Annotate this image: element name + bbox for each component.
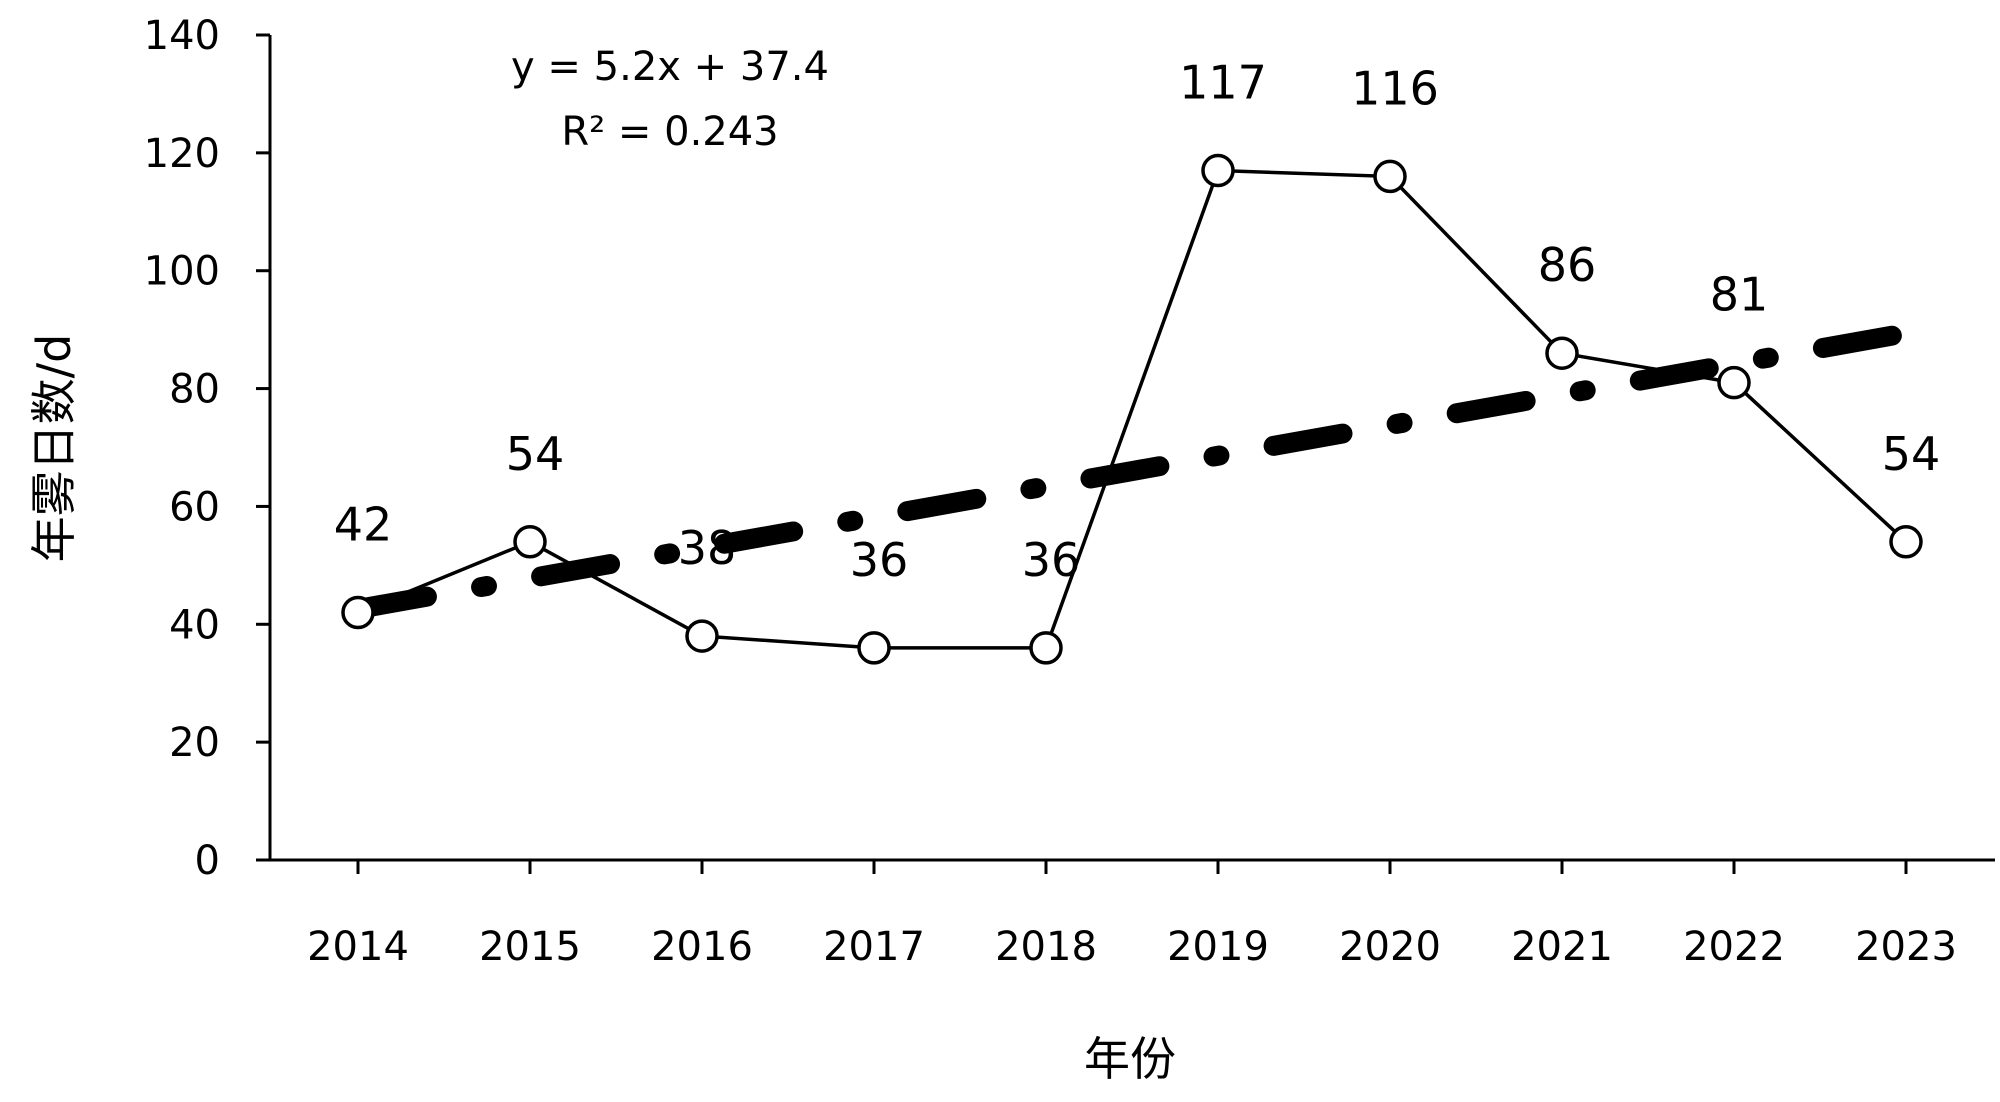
data-point-marker: [1545, 336, 1579, 370]
y-tick-label: 0: [195, 838, 220, 884]
series: [341, 153, 1923, 665]
x-axis-ticks: 2014 2015 2016 2017 2018 2019 2020 2021 2022 2023: [307, 860, 1957, 970]
data-label: 54: [506, 427, 565, 481]
x-tick-label: 2021: [1511, 924, 1613, 970]
x-tick-label: 2016: [651, 924, 753, 970]
trendline-path: [348, 323, 1916, 619]
r-squared-label: R² = 0.243: [561, 109, 778, 155]
data-point-marker: [1889, 525, 1923, 559]
trendline-equation: y = 5.2x + 37.4: [511, 44, 829, 90]
y-tick-label: 60: [169, 484, 220, 530]
data-label: 42: [334, 498, 393, 552]
y-tick-label: 120: [144, 131, 220, 177]
data-label: 81: [1710, 268, 1769, 322]
x-tick-label: 2017: [823, 924, 925, 970]
y-tick-label: 100: [144, 249, 220, 295]
y-tick-label: 80: [169, 367, 220, 413]
data-point-marker: [1373, 159, 1407, 194]
data-labels: 42 54 38 36 36 117 116 86 81 54: [334, 56, 1941, 587]
x-tick-label: 2022: [1683, 924, 1785, 970]
data-label: 116: [1351, 61, 1439, 115]
x-tick-label: 2014: [307, 924, 409, 970]
data-label: 54: [1882, 427, 1941, 481]
trendline: [348, 323, 1916, 619]
x-tick-label: 2023: [1855, 924, 1957, 970]
y-tick-label: 140: [144, 13, 220, 59]
data-label: 36: [1022, 533, 1081, 587]
y-axis-title: 年雾日数/d: [27, 334, 81, 563]
x-axis-title: 年份: [1084, 1032, 1176, 1086]
y-tick-label: 20: [169, 720, 220, 766]
data-point-marker: [513, 525, 547, 559]
data-label: 117: [1179, 56, 1267, 110]
x-tick-label: 2020: [1339, 924, 1441, 970]
data-label: 86: [1538, 238, 1597, 292]
x-tick-label: 2019: [1167, 924, 1269, 970]
data-label: 38: [678, 521, 737, 575]
x-tick-label: 2018: [995, 924, 1097, 970]
y-axis-ticks: 0 20 40 60 80 100 120 140: [144, 13, 270, 884]
data-point-marker: [1717, 365, 1751, 400]
y-tick-label: 40: [169, 602, 220, 648]
data-label: 36: [850, 533, 909, 587]
data-point-marker: [341, 595, 375, 630]
x-tick-label: 2015: [479, 924, 581, 970]
axes: [268, 35, 1995, 862]
data-point-marker: [685, 619, 719, 653]
series-line: [357, 168, 1908, 650]
data-point-marker: [857, 631, 891, 665]
data-point-marker: [1201, 153, 1235, 188]
data-point-marker: [1029, 631, 1063, 665]
